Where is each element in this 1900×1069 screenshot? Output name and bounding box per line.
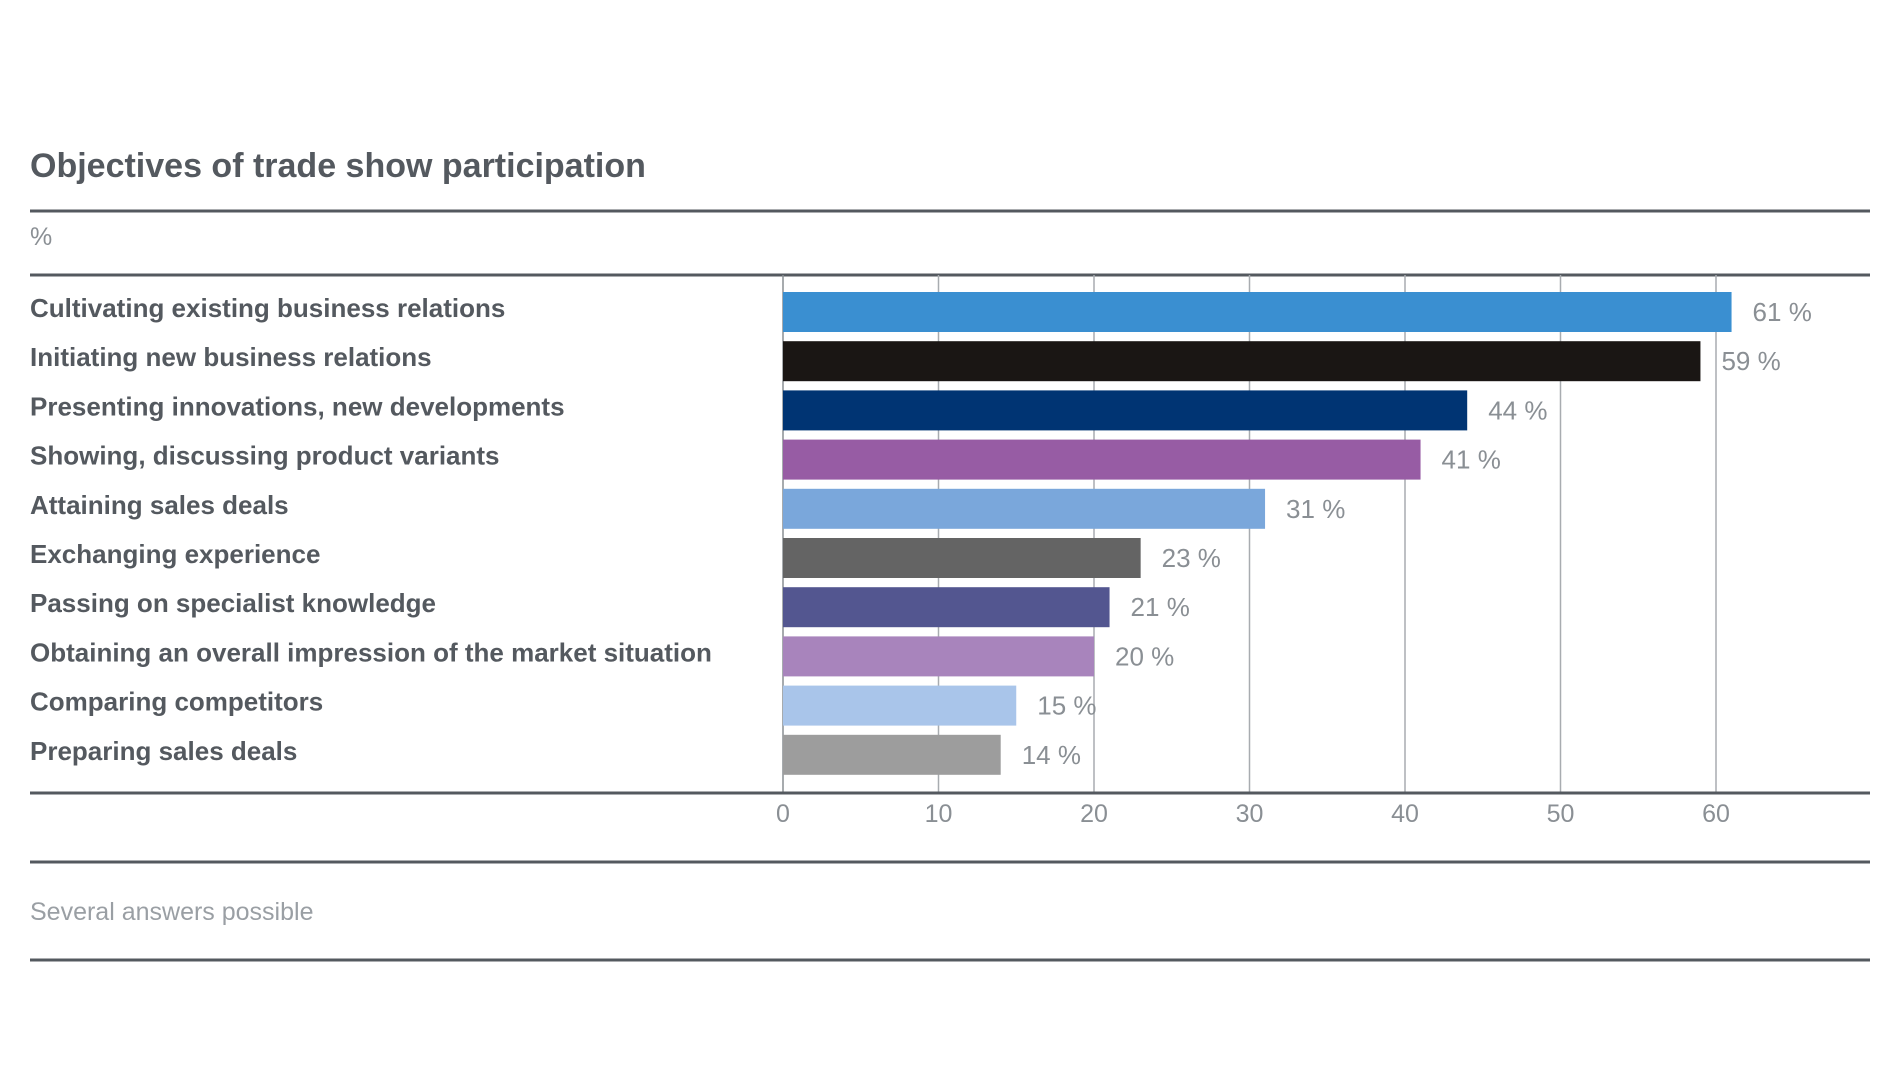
value-label: 59 %: [1721, 346, 1780, 376]
bars: [783, 292, 1732, 775]
x-tick-label: 0: [776, 800, 790, 828]
category-label: Showing, discussing product variants: [30, 441, 500, 471]
x-tick-label: 60: [1702, 800, 1730, 828]
category-label: Comparing competitors: [30, 687, 323, 717]
category-labels: Cultivating existing business relations I…: [30, 293, 712, 766]
x-tick-label: 40: [1391, 800, 1419, 828]
category-label: Attaining sales deals: [30, 490, 289, 520]
value-label: 20 %: [1115, 641, 1174, 671]
category-label: Obtaining an overall impression of the m…: [30, 637, 712, 667]
value-label: 23 %: [1162, 543, 1221, 573]
unit-label: %: [30, 223, 52, 251]
category-label: Preparing sales deals: [30, 736, 297, 766]
bar: [783, 390, 1468, 431]
bar: [783, 636, 1094, 677]
x-tick-label: 30: [1236, 800, 1264, 828]
x-tick-label: 10: [925, 800, 953, 828]
value-labels: 61 % 59 % 44 % 41 % 31 % 23 % 21 % 20 % 15 % 14 %: [1022, 297, 1812, 770]
bar: [783, 439, 1421, 480]
category-label: Presenting innovations, new developments: [30, 391, 565, 421]
category-label: Cultivating existing business relations: [30, 293, 505, 323]
value-label: 21 %: [1131, 592, 1190, 622]
footnote: Several answers possible: [30, 898, 313, 926]
category-label: Exchanging experience: [30, 539, 320, 569]
x-tick-label: 50: [1547, 800, 1575, 828]
chart-title: Objectives of trade show participation: [30, 147, 646, 185]
x-tick-labels: 0 10 20 30 40 50 60: [776, 800, 1730, 828]
value-label: 41 %: [1442, 445, 1501, 475]
bar: [783, 685, 1017, 726]
category-label: Initiating new business relations: [30, 342, 432, 372]
bar: [783, 734, 1001, 775]
value-label: 44 %: [1488, 395, 1547, 425]
bar: [783, 587, 1110, 628]
value-label: 14 %: [1022, 740, 1081, 770]
category-label: Passing on specialist knowledge: [30, 588, 436, 618]
bar: [783, 341, 1701, 382]
bar: [783, 538, 1141, 578]
x-tick-label: 20: [1080, 800, 1108, 828]
value-label: 61 %: [1753, 297, 1812, 327]
bar: [783, 488, 1266, 529]
bar: [783, 292, 1732, 332]
value-label: 15 %: [1037, 691, 1096, 721]
value-label: 31 %: [1286, 494, 1345, 524]
